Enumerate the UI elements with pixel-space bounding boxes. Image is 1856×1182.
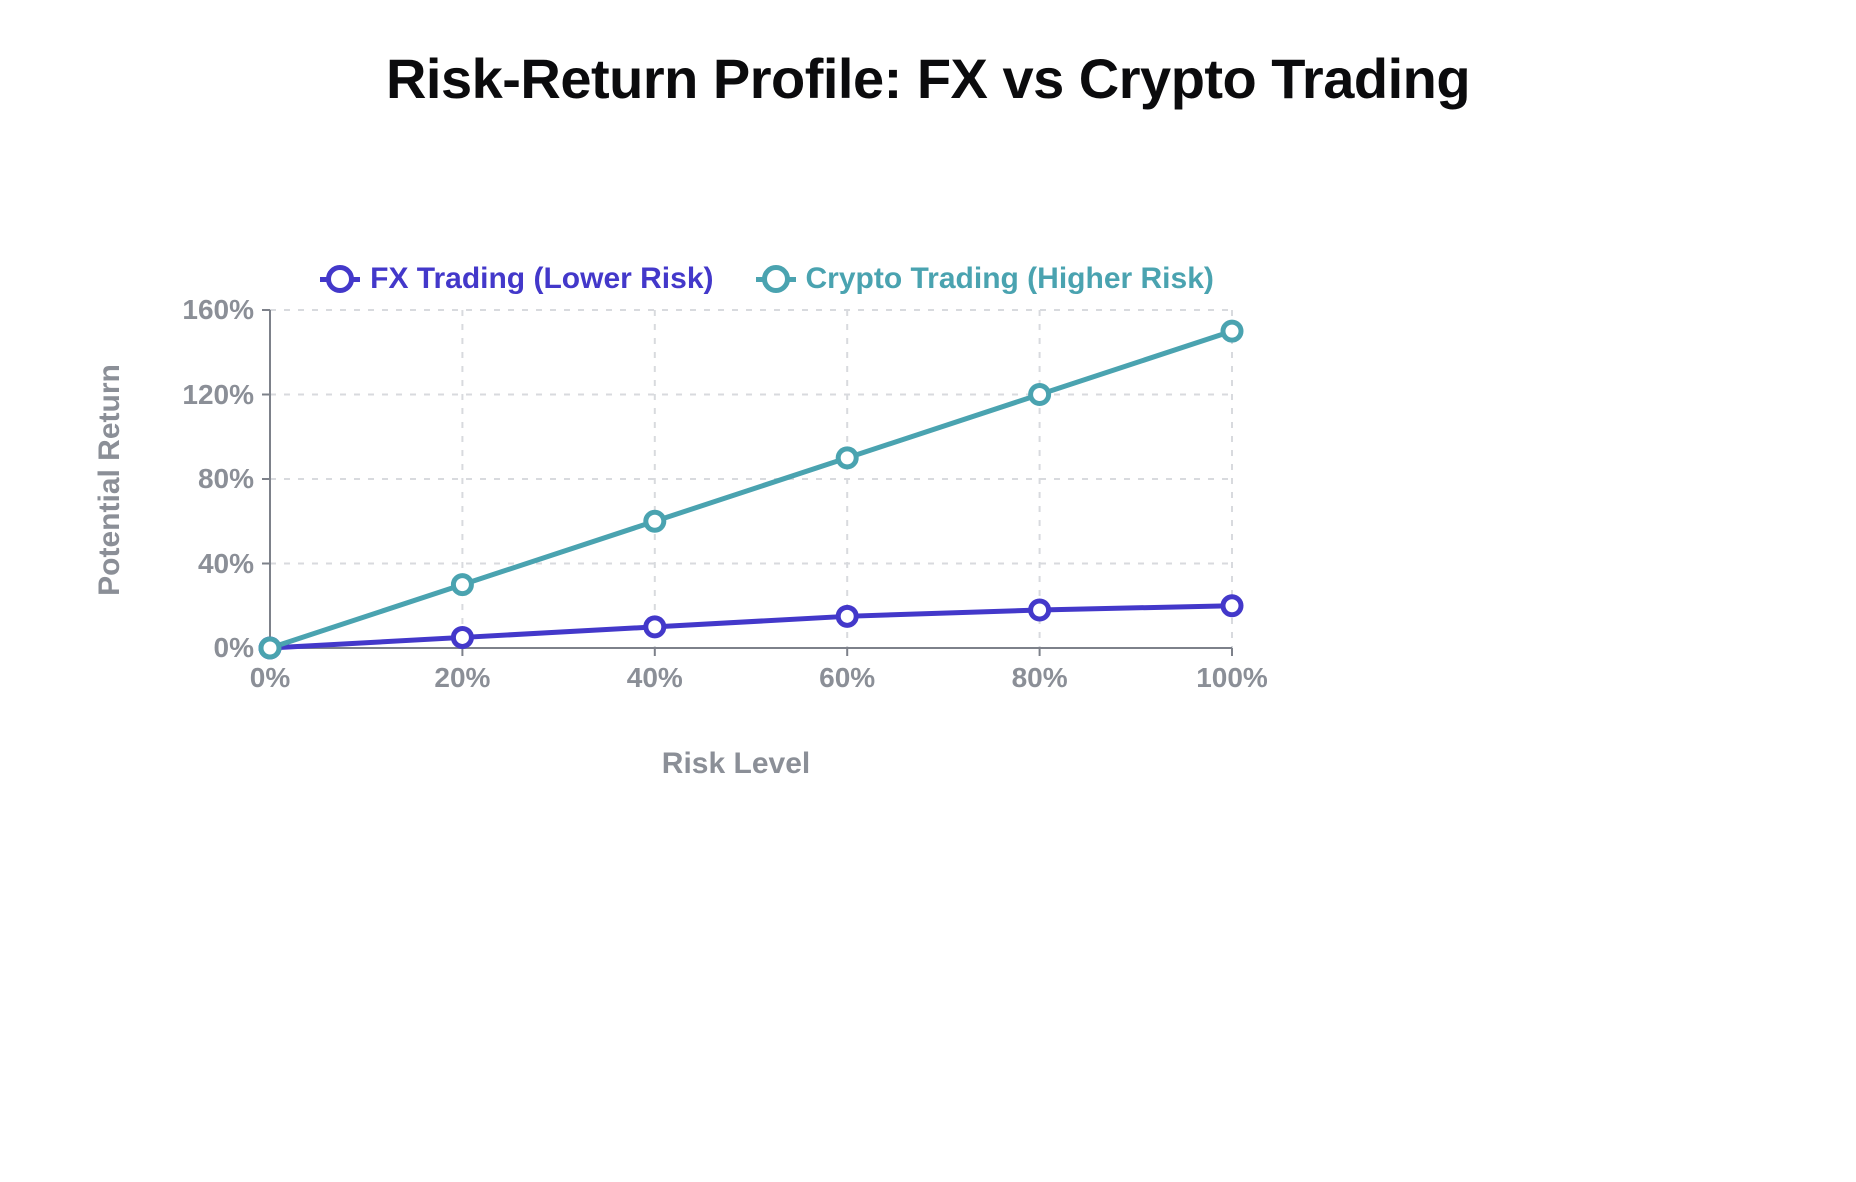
series-line-1	[270, 331, 1232, 648]
legend-item-0: FX Trading (Lower Risk)	[320, 262, 713, 296]
legend-swatch	[756, 269, 796, 289]
x-tick-label: 100%	[1196, 662, 1268, 694]
y-tick-label: 40%	[198, 548, 254, 580]
legend: FX Trading (Lower Risk) Crypto Trading (H…	[0, 262, 1520, 297]
series-marker-1	[1223, 322, 1241, 340]
x-tick-label: 80%	[1012, 662, 1068, 694]
series-marker-0	[1031, 601, 1049, 619]
y-axis-title: Potential Return	[93, 364, 127, 596]
y-tick-label: 0%	[214, 632, 254, 664]
x-axis-title: Risk Level	[662, 747, 810, 781]
y-tick-label: 120%	[182, 379, 254, 411]
y-tick-label: 160%	[182, 294, 254, 326]
y-tick-label: 80%	[198, 463, 254, 495]
legend-swatch	[320, 269, 360, 289]
legend-label: FX Trading (Lower Risk)	[370, 262, 713, 296]
series-marker-0	[453, 628, 471, 646]
chart-title: Risk-Return Profile: FX vs Crypto Tradin…	[0, 46, 1856, 111]
series-marker-1	[838, 449, 856, 467]
series-marker-1	[261, 639, 279, 657]
series-marker-0	[646, 618, 664, 636]
x-tick-label: 20%	[434, 662, 490, 694]
series-marker-0	[838, 607, 856, 625]
x-tick-label: 0%	[250, 662, 290, 694]
chart-container: Risk-Return Profile: FX vs Crypto Tradin…	[0, 0, 1856, 1182]
series-marker-1	[1031, 386, 1049, 404]
x-tick-label: 40%	[627, 662, 683, 694]
series-line-0	[270, 606, 1232, 648]
plot-area: 0%20%40%60%80%100%0%40%80%120%160%	[270, 310, 1232, 648]
x-tick-label: 60%	[819, 662, 875, 694]
legend-item-1: Crypto Trading (Higher Risk)	[756, 262, 1214, 296]
series-marker-1	[646, 512, 664, 530]
series-marker-1	[453, 576, 471, 594]
series-marker-0	[1223, 597, 1241, 615]
legend-label: Crypto Trading (Higher Risk)	[806, 262, 1214, 296]
